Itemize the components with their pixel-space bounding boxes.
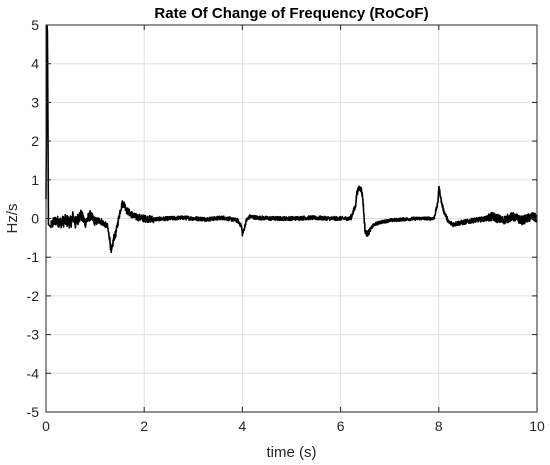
y-tick-label: 1 [31, 172, 39, 188]
y-tick-label: 4 [31, 56, 39, 72]
y-tick-label: 0 [31, 211, 39, 227]
chart-title: Rate Of Change of Frequency (RoCoF) [154, 5, 428, 22]
y-tick-label: 3 [31, 94, 39, 110]
tick-layer: 0 2 4 6 8 10 -5 -4 -3 -2 -1 0 1 2 3 4 5 [27, 17, 545, 434]
y-tick-label: -5 [27, 404, 40, 420]
y-tick-label: 5 [31, 17, 39, 33]
y-tick-label: -4 [27, 365, 40, 381]
y-axis-label: Hz/s [4, 204, 21, 234]
rocof-series-line [45, 24, 538, 254]
x-tick-label: 4 [239, 418, 247, 434]
series-layer [45, 24, 538, 254]
y-tick-label: -2 [27, 288, 40, 304]
y-tick-label: 2 [31, 133, 39, 149]
x-tick-label: 6 [337, 418, 345, 434]
y-tick-label: -1 [27, 249, 40, 265]
x-tick-label: 2 [140, 418, 148, 434]
x-tick-label: 10 [529, 418, 545, 434]
x-axis-label: time (s) [267, 444, 317, 461]
x-tick-label: 0 [42, 418, 50, 434]
y-tick-label: -3 [27, 327, 40, 343]
x-tick-label: 8 [435, 418, 443, 434]
